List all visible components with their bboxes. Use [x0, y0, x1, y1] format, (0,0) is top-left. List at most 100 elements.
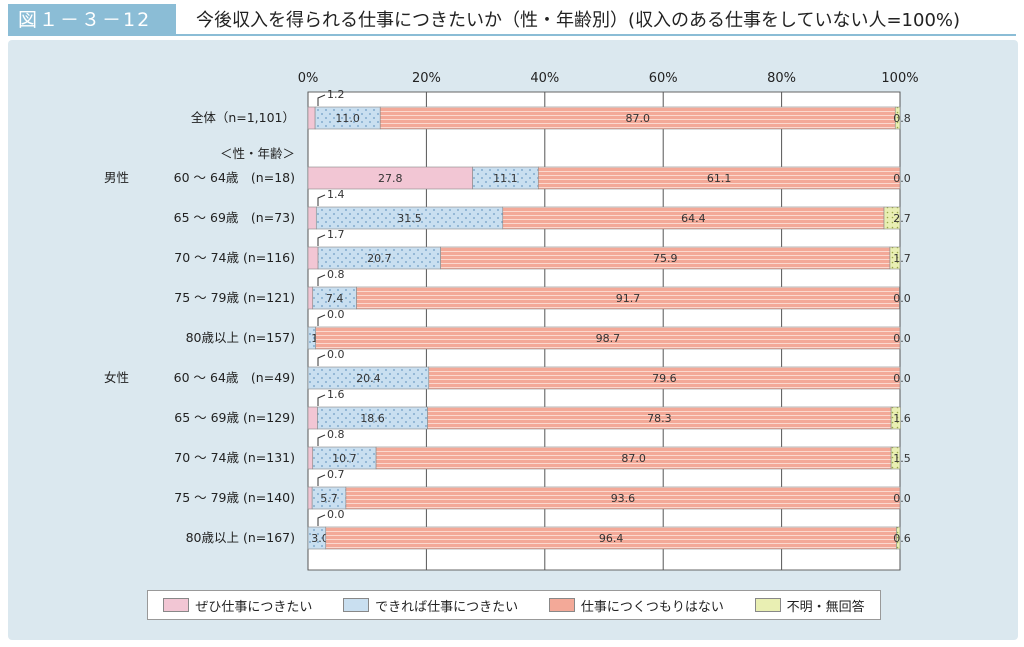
value-label: 0.0 — [893, 292, 911, 305]
bar-segment-want — [307, 106, 316, 130]
row-label: 60 ～ 64歳 (n=49) — [174, 370, 295, 385]
x-tick-label: 100% — [881, 71, 918, 86]
value-label: 0.8 — [327, 268, 345, 281]
value-label: 0.7 — [327, 468, 345, 481]
value-label: 64.4 — [681, 212, 706, 225]
value-label: 0.0 — [327, 308, 345, 321]
value-label: 0.0 — [893, 172, 911, 185]
x-tick-label: 20% — [412, 71, 441, 86]
x-tick-label: 0% — [298, 71, 319, 86]
x-tick-label: 60% — [649, 71, 678, 86]
value-label: 1.5 — [893, 452, 911, 465]
value-label: 98.7 — [596, 332, 621, 345]
group-label: 女性 — [104, 370, 129, 385]
value-label: 0.0 — [327, 348, 345, 361]
value-label: 61.1 — [707, 172, 732, 185]
row-label: 60 ～ 64歳 (n=18) — [174, 170, 295, 185]
row-label: 70 ～ 74歳 (n=131) — [174, 450, 295, 465]
value-label: 1.6 — [327, 388, 345, 401]
value-label: 79.6 — [652, 372, 677, 385]
value-label: 11.1 — [493, 172, 518, 185]
legend-label-if-possible: できれば仕事につきたい — [375, 599, 519, 615]
value-label: 87.0 — [625, 112, 650, 125]
value-label: 1.6 — [893, 412, 911, 425]
legend-item-unknown: 不明・無回答 — [754, 596, 865, 615]
value-label: 27.8 — [378, 172, 403, 185]
bar-segment-want — [307, 286, 314, 310]
value-label: 93.6 — [611, 492, 636, 505]
value-label: 2.7 — [893, 212, 911, 225]
value-label: 91.7 — [616, 292, 641, 305]
value-label: 20.4 — [356, 372, 381, 385]
bar-segment-not-want — [428, 366, 901, 390]
value-label: 96.4 — [599, 532, 624, 545]
legend-label-unknown: 不明・無回答 — [786, 599, 865, 615]
value-label: 87.0 — [621, 452, 646, 465]
value-label: 0.8 — [893, 112, 911, 125]
leader-line — [317, 394, 326, 406]
bar-segment-want — [307, 446, 314, 470]
row-label: 65 ～ 69歳 (n=129) — [174, 410, 295, 425]
value-label: 0.8 — [327, 428, 345, 441]
value-label: 0.0 — [893, 332, 911, 345]
bar-segment-not-want — [315, 326, 901, 350]
value-label: 20.7 — [367, 252, 392, 265]
value-label: 0.6 — [893, 532, 911, 545]
legend-item-not-want: 仕事につくつもりはない — [548, 596, 724, 615]
legend-item-if-possible: できれば仕事につきたい — [343, 596, 518, 615]
leader-line — [317, 94, 326, 106]
row-label: 70 ～ 74歳 (n=116) — [174, 250, 295, 265]
legend-swatch-unknown — [754, 598, 781, 612]
bar-segment-want — [307, 206, 317, 230]
leader-line — [317, 474, 326, 486]
value-label: 0.0 — [893, 492, 911, 505]
legend-label-want: ぜひ仕事につきたい — [195, 599, 313, 615]
bar-segment-not-want — [345, 486, 901, 510]
leader-line — [317, 514, 326, 526]
legend-swatch-not-want — [548, 598, 575, 612]
leader-line — [317, 274, 326, 286]
row-label: 65 ～ 69歳 (n=73) — [174, 210, 295, 225]
x-tick-label: 40% — [530, 71, 559, 86]
legend: ぜひ仕事につきたい できれば仕事につきたい 仕事につくつもりはない 不明・無回答 — [147, 590, 881, 620]
leader-line — [317, 354, 326, 366]
value-label: 0.0 — [327, 508, 345, 521]
value-label: 3.0 — [311, 532, 329, 545]
value-label: 31.5 — [397, 212, 422, 225]
bar-segment-unknown — [890, 446, 901, 470]
title-underline — [176, 4, 1016, 36]
value-label: 1.2 — [327, 88, 345, 101]
bar-segment-not-want — [356, 286, 900, 310]
legend-label-not-want: 仕事につくつもりはない — [580, 599, 724, 615]
bar-segment-not-want — [537, 166, 901, 190]
bar-segment-unknown — [883, 206, 901, 230]
value-label: 78.3 — [647, 412, 672, 425]
value-label: 1.4 — [327, 188, 345, 201]
legend-swatch-if-possible — [343, 598, 370, 612]
value-label: 0.0 — [893, 372, 911, 385]
group-label: 男性 — [104, 170, 129, 185]
leader-line — [317, 314, 326, 326]
bar-segment-unknown — [889, 246, 901, 270]
legend-swatch-want — [163, 598, 190, 612]
value-label: 75.9 — [653, 252, 678, 265]
value-label: 10.7 — [332, 452, 357, 465]
value-label: 7.4 — [326, 292, 344, 305]
row-label: 75 ～ 79歳 (n=121) — [174, 290, 295, 305]
value-label: 1.7 — [893, 252, 911, 265]
figure-label: 図１－３－12 — [8, 4, 176, 36]
x-tick-label: 80% — [767, 71, 796, 86]
leader-line — [317, 194, 326, 206]
leader-line — [317, 434, 326, 446]
leader-line — [317, 234, 326, 246]
bar-segment-unknown — [894, 106, 901, 130]
bar-segment-want — [307, 486, 313, 510]
row-label: 全体（n=1,101） — [191, 110, 295, 125]
chart-title: 今後収入を得られる仕事につきたいか（性・年齢別）(収入のある仕事をしていない人=… — [196, 10, 961, 31]
bar-segment-unknown — [890, 406, 901, 430]
row-label: 75 ～ 79歳 (n=140) — [174, 490, 295, 505]
bar-segment-want — [307, 246, 319, 270]
value-label: 18.6 — [360, 412, 385, 425]
